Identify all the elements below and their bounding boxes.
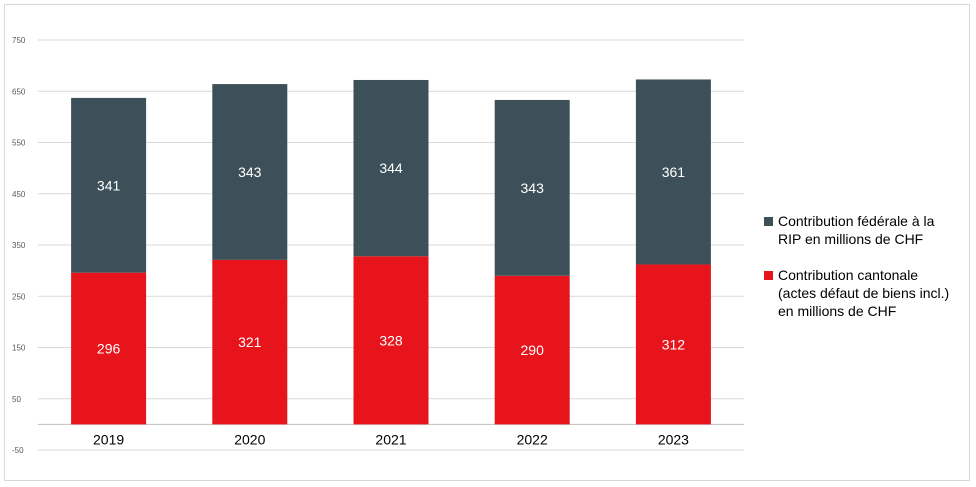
legend: Contribution fédérale à la RIP en millio… bbox=[764, 212, 964, 338]
legend-label-cantonal: Contribution cantonale (actes défaut de … bbox=[778, 266, 949, 320]
x-tick-label: 2022 bbox=[517, 431, 548, 447]
data-label: 312 bbox=[662, 336, 686, 352]
bar-segment-federal bbox=[71, 97, 147, 273]
legend-label-cantonal-line-3: en millions de CHF bbox=[778, 303, 897, 319]
data-label: 296 bbox=[97, 341, 121, 357]
bar-segment-federal bbox=[353, 79, 429, 257]
legend-item-cantonal: Contribution cantonale (actes défaut de … bbox=[764, 266, 964, 320]
data-label: 344 bbox=[379, 160, 403, 176]
y-tick-label: 750 bbox=[12, 36, 26, 45]
legend-label-cantonal-line-1: Contribution cantonale bbox=[778, 267, 919, 283]
bar-segment-cantonal bbox=[353, 256, 429, 425]
y-tick-label: 650 bbox=[12, 87, 26, 96]
bar-segment-federal bbox=[212, 84, 288, 260]
y-tick-label: 450 bbox=[12, 190, 26, 199]
y-tick-label: 50 bbox=[12, 395, 21, 404]
y-tick-label: 350 bbox=[12, 241, 26, 250]
x-tick-label: 2023 bbox=[658, 431, 689, 447]
chart-frame bbox=[4, 4, 970, 481]
legend-label-federal: Contribution fédérale à la RIP en millio… bbox=[778, 212, 934, 248]
bar-segment-federal bbox=[635, 79, 711, 265]
x-tick-label: 2019 bbox=[93, 431, 124, 447]
data-label: 361 bbox=[662, 164, 686, 180]
data-label: 321 bbox=[238, 334, 262, 350]
legend-item-federal: Contribution fédérale à la RIP en millio… bbox=[764, 212, 964, 248]
data-label: 341 bbox=[97, 177, 121, 193]
y-tick-label: -50 bbox=[12, 446, 24, 455]
bar-segment-cantonal bbox=[635, 264, 711, 425]
x-tick-label: 2020 bbox=[234, 431, 265, 447]
bar-segment-cantonal bbox=[71, 272, 147, 425]
legend-swatch-federal bbox=[764, 217, 773, 226]
legend-label-cantonal-line-2: (actes défaut de biens incl.) bbox=[778, 285, 950, 301]
data-label: 343 bbox=[238, 164, 262, 180]
legend-label-federal-line-1: Contribution fédérale à la bbox=[778, 213, 935, 229]
bar-segment-federal bbox=[494, 99, 570, 276]
data-label: 290 bbox=[521, 342, 545, 358]
y-tick-label: 150 bbox=[12, 344, 26, 353]
legend-swatch-cantonal bbox=[764, 271, 773, 280]
bar-segment-cantonal bbox=[212, 259, 288, 425]
bar-segment-cantonal bbox=[494, 275, 570, 425]
y-tick-label: 550 bbox=[12, 139, 26, 148]
data-label: 343 bbox=[521, 180, 545, 196]
x-tick-label: 2021 bbox=[375, 431, 406, 447]
legend-label-federal-line-2: RIP en millions de CHF bbox=[778, 231, 924, 247]
data-label: 328 bbox=[379, 332, 403, 348]
y-tick-label: 250 bbox=[12, 292, 26, 301]
